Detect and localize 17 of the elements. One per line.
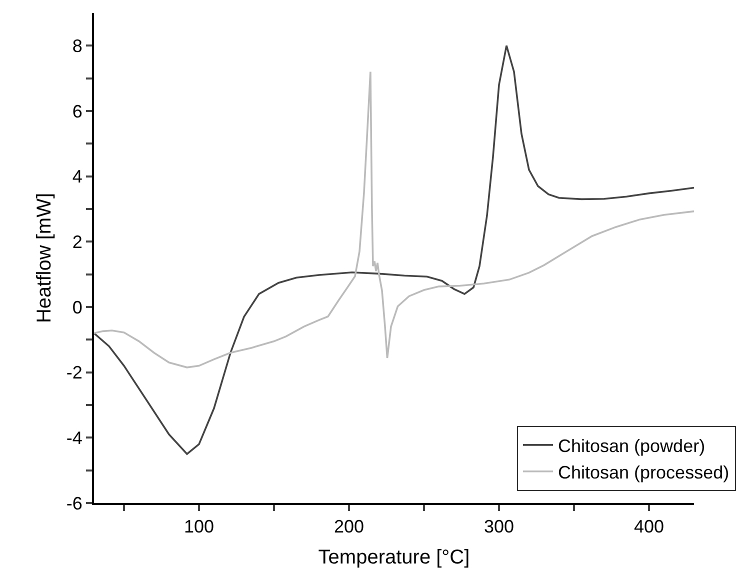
y-tick-label: -2	[66, 362, 82, 383]
y-tick-label: 2	[72, 232, 82, 252]
y-tick-label: -4	[66, 428, 82, 448]
x-axis-title: Temperature [°C]	[318, 546, 470, 569]
y-tick-label: 6	[72, 101, 82, 122]
x-tick-label: 300	[484, 516, 514, 537]
y-axis-title: Heatflow [mW]	[33, 192, 56, 324]
line-series	[94, 70, 694, 368]
legend-label: Chitosan (processed)	[558, 462, 730, 482]
x-tick-label: 100	[184, 516, 214, 537]
y-tick-label: -6	[66, 493, 82, 514]
legend-label: Chitosan (powder)	[558, 436, 706, 456]
y-tick-label: 4	[72, 166, 82, 187]
y-tick-label: 0	[72, 297, 82, 318]
y-tick-label: 8	[72, 36, 82, 56]
x-tick-label: 400	[634, 516, 664, 537]
x-tick-label: 200	[334, 516, 364, 537]
